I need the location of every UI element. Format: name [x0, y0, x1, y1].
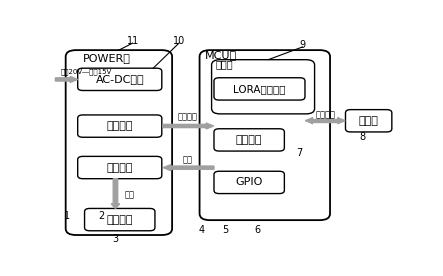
- FancyBboxPatch shape: [212, 60, 315, 114]
- Text: 交流20V―直流15V: 交流20V―直流15V: [61, 68, 112, 75]
- FancyBboxPatch shape: [214, 171, 284, 193]
- FancyBboxPatch shape: [78, 156, 162, 179]
- FancyArrow shape: [55, 76, 78, 83]
- Text: 9: 9: [299, 40, 306, 50]
- FancyBboxPatch shape: [85, 208, 155, 231]
- Text: 上位机: 上位机: [359, 116, 379, 126]
- FancyBboxPatch shape: [78, 115, 162, 137]
- FancyBboxPatch shape: [66, 50, 172, 235]
- Text: AC-DC转化: AC-DC转化: [95, 74, 144, 84]
- Text: 3: 3: [113, 234, 119, 244]
- Text: 5: 5: [222, 225, 229, 235]
- Text: 电源开关: 电源开关: [106, 163, 133, 172]
- Text: 单片机: 单片机: [215, 59, 233, 69]
- FancyBboxPatch shape: [214, 78, 305, 100]
- Text: POWER板: POWER板: [83, 52, 131, 63]
- FancyArrow shape: [163, 165, 214, 171]
- Text: 1: 1: [64, 211, 70, 221]
- Text: GPIO: GPIO: [236, 177, 263, 187]
- Text: 10: 10: [173, 36, 185, 46]
- FancyArrow shape: [305, 118, 313, 124]
- Text: 控制: 控制: [183, 155, 193, 164]
- Text: 4: 4: [198, 225, 204, 235]
- Text: 数据交互: 数据交互: [315, 110, 335, 120]
- FancyArrow shape: [163, 123, 214, 129]
- Text: 7: 7: [296, 148, 302, 158]
- Text: 串口采集: 串口采集: [236, 135, 262, 145]
- FancyBboxPatch shape: [78, 68, 162, 91]
- Text: LORA无线模块: LORA无线模块: [233, 84, 286, 94]
- Text: 8: 8: [360, 132, 366, 142]
- Text: MCU板: MCU板: [205, 51, 237, 60]
- Text: 11: 11: [127, 36, 139, 46]
- Text: 电能数据: 电能数据: [178, 113, 198, 121]
- FancyArrow shape: [312, 119, 338, 122]
- Text: 电能采集: 电能采集: [106, 121, 133, 131]
- Text: 控制: 控制: [124, 190, 134, 199]
- FancyArrow shape: [338, 118, 345, 124]
- Text: 6: 6: [255, 225, 261, 235]
- FancyBboxPatch shape: [199, 50, 330, 220]
- Text: 2: 2: [99, 211, 105, 221]
- FancyArrow shape: [111, 179, 120, 208]
- Text: 负载路灯: 负载路灯: [106, 215, 133, 225]
- FancyBboxPatch shape: [214, 129, 284, 151]
- FancyBboxPatch shape: [346, 110, 392, 132]
